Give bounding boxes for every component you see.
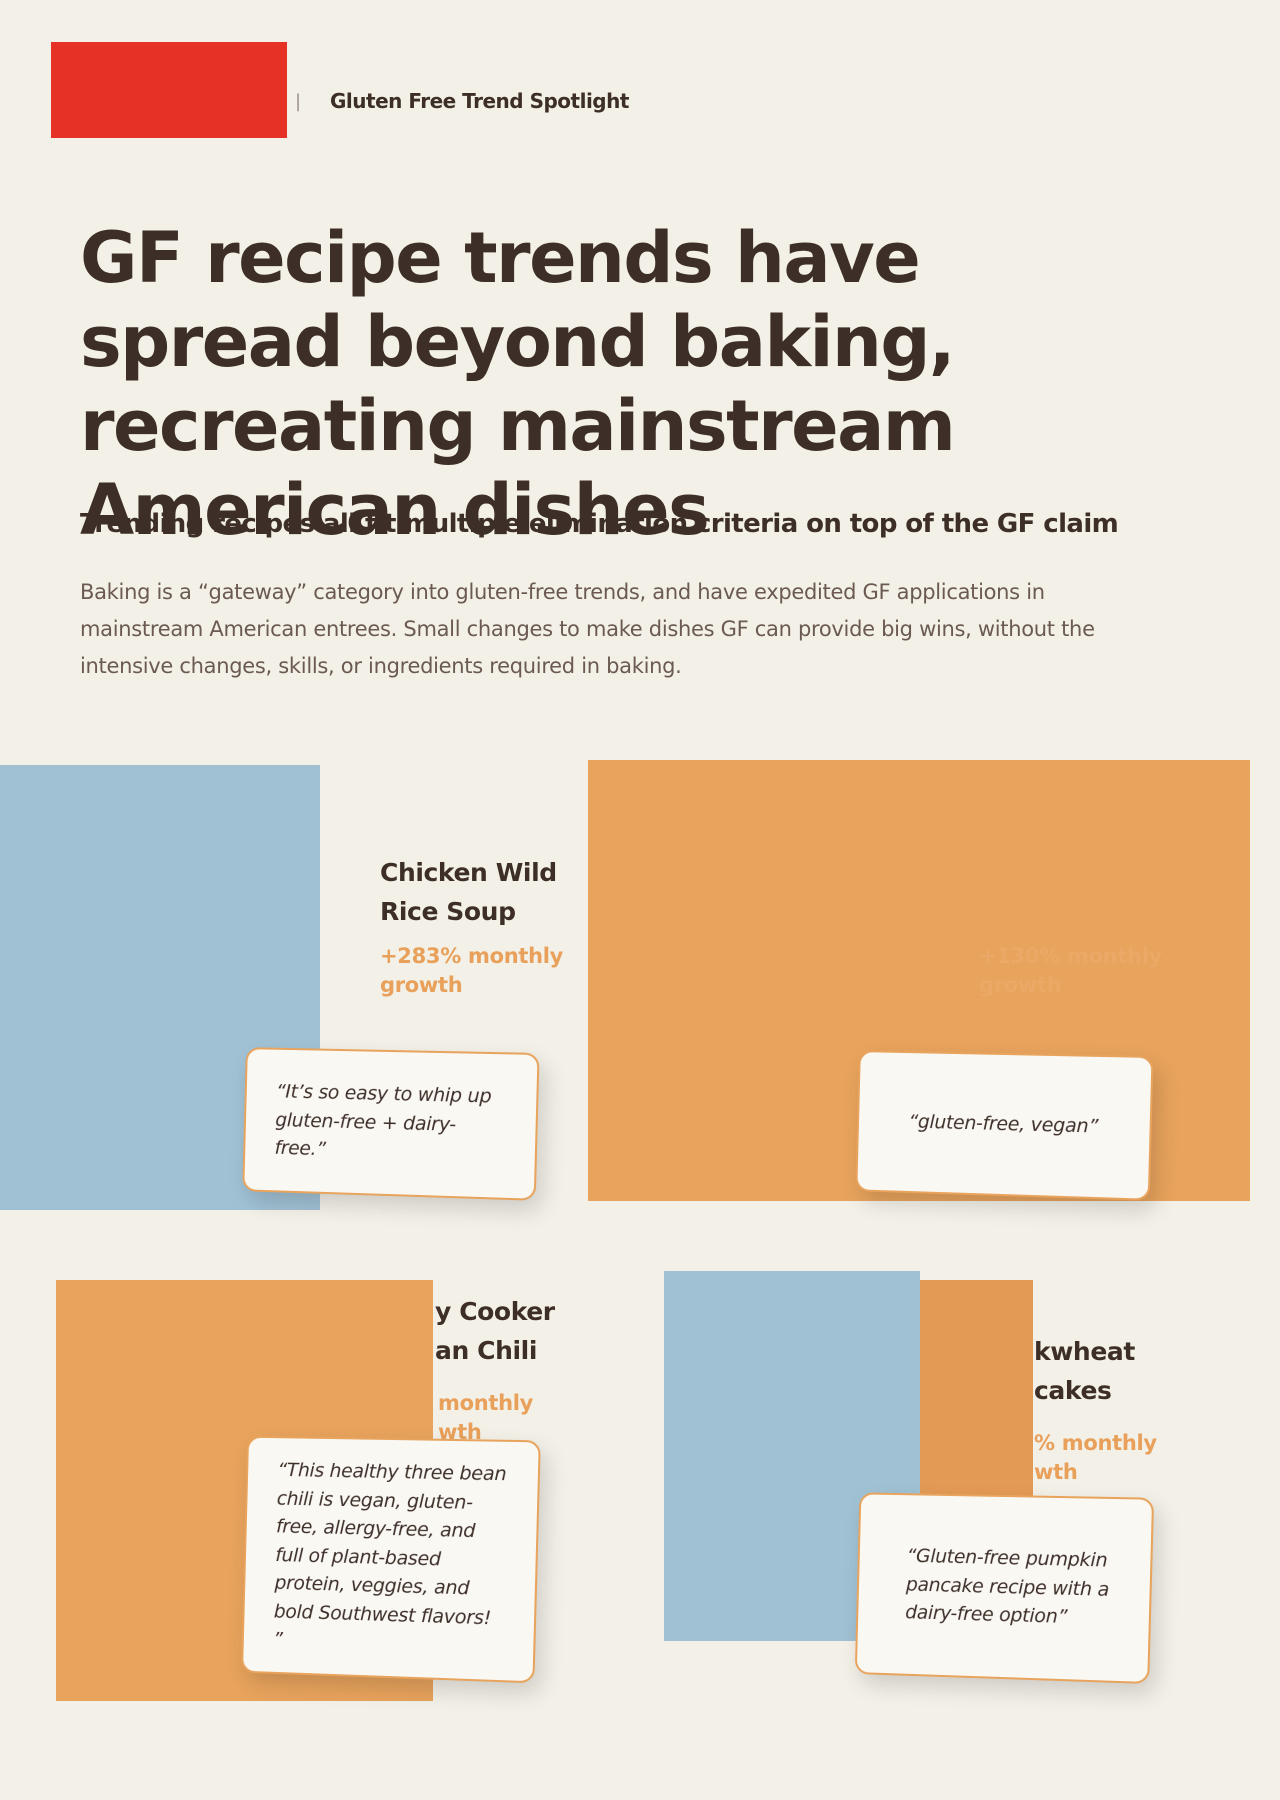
- quote-text: “It’s so easy to whip up gluten-free + d…: [274, 1080, 492, 1161]
- logo-block: [51, 42, 287, 138]
- growth-line: growth: [380, 973, 463, 997]
- quote-text: “gluten-free, vegan”: [908, 1110, 1099, 1138]
- name-line: y Cooker: [435, 1297, 555, 1326]
- growth-line: monthly: [438, 1391, 534, 1415]
- name-line: an Chili: [435, 1336, 538, 1365]
- quote-text: “This healthy three bean chili is vegan,…: [272, 1459, 507, 1651]
- recipe-name: kwheat cakes: [1034, 1332, 1135, 1410]
- body-text: Baking is a “gateway” category into glut…: [80, 580, 1095, 678]
- growth-line: % monthly: [1034, 1431, 1157, 1455]
- name-line: cakes: [1034, 1376, 1112, 1405]
- title: GF recipe trends have spread beyond baki…: [80, 217, 956, 551]
- quote-card: “gluten-free, vegan”: [855, 1050, 1154, 1201]
- subtitle: Trending recipes all fit multiple elimin…: [80, 509, 1119, 539]
- divider: |: [295, 91, 302, 112]
- quote-card: “It’s so easy to whip up gluten-free + d…: [242, 1047, 540, 1201]
- quote-card: “Gluten-free pumpkin pancake recipe with…: [854, 1492, 1155, 1685]
- quote-card: “This healthy three bean chili is vegan,…: [241, 1435, 541, 1684]
- growth: +283% monthly growth: [380, 942, 563, 1000]
- recipe-name: y Cooker an Chili: [435, 1292, 555, 1370]
- name-line: Chicken Wild: [380, 858, 557, 887]
- growth-line: growth: [979, 973, 1062, 997]
- name-line: kwheat: [1034, 1337, 1135, 1366]
- name-line: Rice Soup: [380, 897, 516, 926]
- growth: +130% monthly growth: [979, 942, 1162, 1000]
- growth-line: +130% monthly: [979, 944, 1163, 968]
- quote-text: “Gluten-free pumpkin pancake recipe with…: [904, 1545, 1110, 1629]
- header-label: Gluten Free Trend Spotlight: [330, 89, 629, 113]
- growth-line: +283% monthly: [380, 944, 564, 968]
- recipe-name: Chicken Wild Rice Soup: [380, 853, 557, 931]
- growth: % monthly wth: [1034, 1429, 1157, 1487]
- growth-line: wth: [1034, 1460, 1078, 1484]
